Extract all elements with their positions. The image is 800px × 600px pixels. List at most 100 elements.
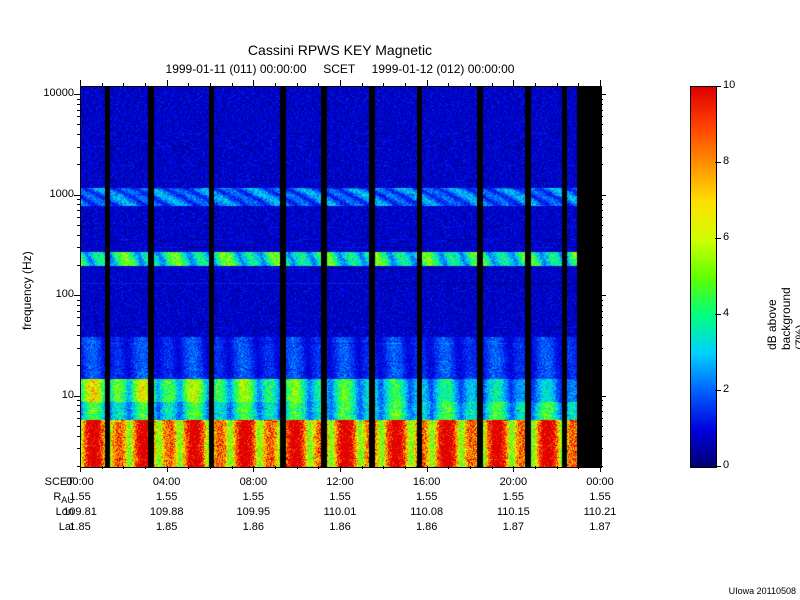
minor-tick bbox=[600, 411, 603, 412]
minor-tick bbox=[448, 466, 449, 469]
chart-subtitle: 1999-01-11 (011) 00:00:00 SCET 1999-01-1… bbox=[80, 62, 600, 76]
minor-tick bbox=[600, 225, 603, 226]
minor-tick bbox=[600, 418, 603, 419]
minor-tick bbox=[600, 124, 603, 125]
x-row-value: 1.86 bbox=[310, 521, 370, 533]
minor-tick bbox=[123, 83, 124, 86]
minor-tick bbox=[77, 204, 80, 205]
minor-tick bbox=[383, 466, 384, 469]
minor-tick bbox=[210, 466, 211, 469]
y-tick-label: 10 bbox=[30, 389, 74, 401]
minor-tick bbox=[600, 311, 603, 312]
minor-tick bbox=[275, 83, 276, 86]
minor-tick bbox=[77, 235, 80, 236]
minor-tick bbox=[492, 83, 493, 86]
minor-tick bbox=[600, 426, 603, 427]
minor-tick bbox=[600, 405, 603, 406]
minor-tick bbox=[77, 418, 80, 419]
footer-text: UIowa 20110508 bbox=[729, 586, 796, 596]
minor-tick bbox=[600, 335, 603, 336]
minor-tick bbox=[297, 83, 298, 86]
tick-mark bbox=[427, 80, 428, 86]
minor-tick bbox=[232, 466, 233, 469]
tick-mark bbox=[600, 80, 601, 86]
minor-tick bbox=[188, 466, 189, 469]
x-row-value: 1.86 bbox=[223, 521, 283, 533]
x-row-value: 109.95 bbox=[223, 506, 283, 518]
minor-tick bbox=[77, 147, 80, 148]
minor-tick bbox=[77, 305, 80, 306]
spectrogram-canvas bbox=[81, 87, 601, 467]
minor-tick bbox=[600, 317, 603, 318]
x-row-value: 1.55 bbox=[483, 491, 543, 503]
minor-tick bbox=[362, 83, 363, 86]
tick-mark bbox=[167, 80, 168, 86]
x-row-value: 1.55 bbox=[223, 491, 283, 503]
minor-tick bbox=[600, 436, 603, 437]
minor-tick bbox=[318, 466, 319, 469]
minor-tick bbox=[77, 116, 80, 117]
minor-tick bbox=[232, 83, 233, 86]
minor-tick bbox=[210, 83, 211, 86]
minor-tick bbox=[77, 348, 80, 349]
x-row-value: 1.55 bbox=[397, 491, 457, 503]
colorbar-tick: 6 bbox=[723, 231, 729, 243]
x-row-value: 110.15 bbox=[483, 506, 543, 518]
minor-tick bbox=[405, 466, 406, 469]
tick-mark bbox=[715, 162, 721, 163]
tick-mark bbox=[513, 80, 514, 86]
minor-tick bbox=[77, 164, 80, 165]
minor-tick bbox=[600, 365, 603, 366]
minor-tick bbox=[600, 116, 603, 117]
minor-tick bbox=[470, 83, 471, 86]
minor-tick bbox=[77, 199, 80, 200]
x-row-value: 1.55 bbox=[310, 491, 370, 503]
colorbar-tick: 2 bbox=[723, 383, 729, 395]
minor-tick bbox=[77, 134, 80, 135]
minor-tick bbox=[600, 204, 603, 205]
minor-tick bbox=[77, 426, 80, 427]
minor-tick bbox=[275, 466, 276, 469]
subtitle-mid: SCET bbox=[323, 62, 355, 76]
tick-mark bbox=[715, 466, 721, 467]
colorbar-tick: 10 bbox=[723, 79, 735, 91]
minor-tick bbox=[188, 83, 189, 86]
spectrogram-plot bbox=[80, 86, 602, 468]
minor-tick bbox=[77, 99, 80, 100]
x-row-value: 109.81 bbox=[50, 506, 110, 518]
colorbar-canvas bbox=[691, 87, 716, 467]
minor-tick bbox=[535, 83, 536, 86]
minor-tick bbox=[600, 235, 603, 236]
chart-title: Cassini RPWS KEY Magnetic bbox=[80, 42, 600, 58]
minor-tick bbox=[383, 83, 384, 86]
tick-mark bbox=[74, 94, 80, 95]
minor-tick bbox=[600, 164, 603, 165]
minor-tick bbox=[600, 134, 603, 135]
minor-tick bbox=[77, 300, 80, 301]
minor-tick bbox=[77, 448, 80, 449]
minor-tick bbox=[77, 265, 80, 266]
tick-mark bbox=[600, 94, 606, 95]
x-row-value: 110.08 bbox=[397, 506, 457, 518]
tick-mark bbox=[74, 295, 80, 296]
tick-mark bbox=[340, 80, 341, 86]
minor-tick bbox=[77, 325, 80, 326]
minor-tick bbox=[600, 199, 603, 200]
tick-mark bbox=[715, 390, 721, 391]
tick-mark bbox=[513, 466, 514, 472]
minor-tick bbox=[470, 466, 471, 469]
minor-tick bbox=[77, 210, 80, 211]
tick-mark bbox=[340, 466, 341, 472]
tick-mark bbox=[80, 80, 81, 86]
x-row-value: 1.86 bbox=[397, 521, 457, 533]
minor-tick bbox=[600, 305, 603, 306]
minor-tick bbox=[77, 405, 80, 406]
minor-tick bbox=[600, 448, 603, 449]
x-row-value: 12:00 bbox=[310, 476, 370, 488]
y-tick-label: 10000 bbox=[30, 87, 74, 99]
x-row-value: 110.01 bbox=[310, 506, 370, 518]
tick-mark bbox=[253, 466, 254, 472]
colorbar-tick: 0 bbox=[723, 459, 729, 471]
minor-tick bbox=[600, 265, 603, 266]
minor-tick bbox=[123, 466, 124, 469]
